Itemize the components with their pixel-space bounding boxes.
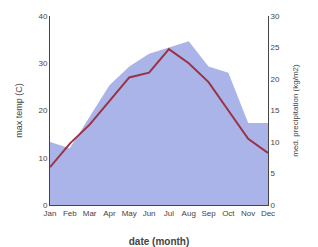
svg-text:Jun: Jun xyxy=(143,209,156,218)
svg-text:date (month): date (month) xyxy=(129,236,190,247)
svg-text:Apr: Apr xyxy=(103,209,116,218)
svg-text:10: 10 xyxy=(38,154,47,163)
svg-text:10: 10 xyxy=(271,138,280,147)
svg-text:May: May xyxy=(122,209,137,218)
svg-text:Aug: Aug xyxy=(182,209,196,218)
svg-text:30: 30 xyxy=(38,59,47,68)
svg-text:Jul: Jul xyxy=(164,209,174,218)
svg-text:Dec: Dec xyxy=(261,209,275,218)
svg-text:5: 5 xyxy=(271,169,276,178)
svg-text:Nov: Nov xyxy=(241,209,255,218)
svg-text:30: 30 xyxy=(271,12,280,21)
svg-text:max temp (C): max temp (C) xyxy=(14,83,24,138)
svg-text:Oct: Oct xyxy=(222,209,235,218)
svg-text:Mar: Mar xyxy=(83,209,97,218)
svg-text:med. precipitation (kg/m2): med. precipitation (kg/m2) xyxy=(291,64,300,157)
svg-text:20: 20 xyxy=(38,106,47,115)
svg-text:Jan: Jan xyxy=(44,209,57,218)
svg-text:0: 0 xyxy=(43,201,48,210)
svg-text:40: 40 xyxy=(38,12,47,21)
svg-text:20: 20 xyxy=(271,75,280,84)
svg-text:0: 0 xyxy=(271,201,276,210)
svg-text:25: 25 xyxy=(271,43,280,52)
svg-text:Sep: Sep xyxy=(201,209,216,218)
svg-text:Feb: Feb xyxy=(63,209,77,218)
svg-text:15: 15 xyxy=(271,106,280,115)
